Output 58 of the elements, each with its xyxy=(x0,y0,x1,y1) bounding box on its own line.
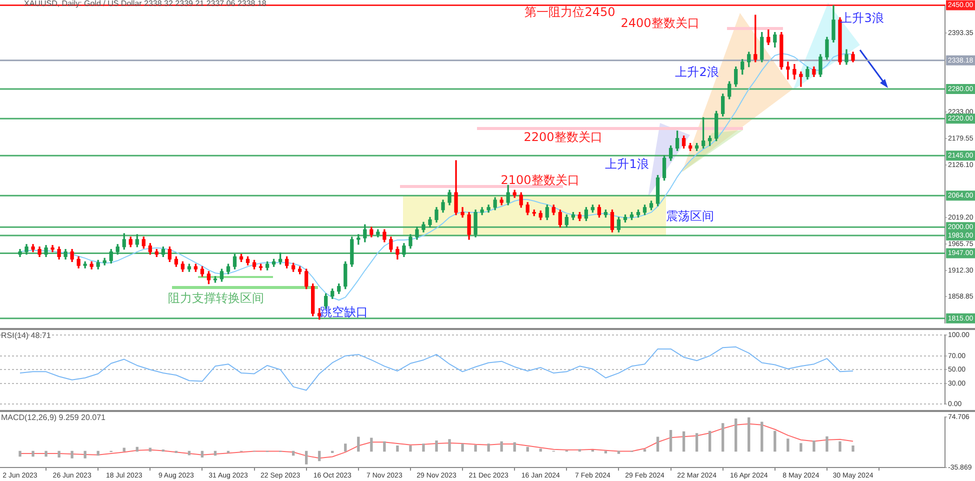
bar xyxy=(435,440,438,452)
chart-title: MACD(12,26,9) 9.259 20.071 xyxy=(1,413,106,422)
bar xyxy=(578,449,581,452)
bar xyxy=(643,449,646,452)
chart-title: RSI(14) 48.71 xyxy=(1,331,52,340)
bar xyxy=(800,443,802,452)
bar xyxy=(148,448,152,452)
bar xyxy=(682,431,686,452)
bar xyxy=(70,450,74,458)
annotation: 震荡区间 xyxy=(666,209,714,224)
annotation: 跳空缺口 xyxy=(320,305,368,320)
bar xyxy=(396,445,399,452)
bar xyxy=(669,430,672,452)
bar xyxy=(656,436,660,452)
bar xyxy=(774,430,776,452)
bar xyxy=(722,423,724,452)
bar xyxy=(422,444,425,452)
bar xyxy=(200,450,204,458)
bar xyxy=(370,438,373,452)
bar xyxy=(748,417,750,452)
bar xyxy=(786,438,790,452)
bar xyxy=(32,450,34,457)
annotation: 上升1浪 xyxy=(605,157,649,172)
annotation: 2100整数关口 xyxy=(500,173,580,188)
bar xyxy=(58,450,60,458)
bar xyxy=(305,450,308,464)
bar xyxy=(812,440,816,452)
bar xyxy=(617,450,620,454)
bar xyxy=(513,442,516,452)
annotation: 上升2浪 xyxy=(675,65,719,80)
bar xyxy=(760,422,764,452)
annotation: 上升3浪 xyxy=(840,11,884,26)
bar xyxy=(84,450,86,458)
bar xyxy=(487,444,490,452)
annotation: 2400整数关口 xyxy=(620,16,700,30)
bar xyxy=(734,418,738,452)
bar xyxy=(539,448,542,452)
annotation: 阻力支撑转换区间 xyxy=(168,291,264,306)
bar xyxy=(852,445,854,452)
bar xyxy=(838,441,842,452)
bar xyxy=(474,444,477,452)
bar xyxy=(44,450,48,457)
bar xyxy=(604,450,608,454)
bar xyxy=(708,430,712,452)
bar xyxy=(344,444,347,452)
bar xyxy=(409,445,412,452)
bar xyxy=(122,448,126,452)
bar xyxy=(18,450,22,457)
bar xyxy=(357,436,360,452)
annotation: 2200整数关口 xyxy=(524,130,602,144)
bar xyxy=(500,441,503,452)
bar xyxy=(695,433,698,452)
bar xyxy=(826,436,828,452)
bar xyxy=(383,441,386,452)
bar xyxy=(318,450,321,462)
annotation: 第一阻力位2450 xyxy=(524,5,616,20)
bar xyxy=(448,439,451,452)
bar xyxy=(461,444,464,452)
